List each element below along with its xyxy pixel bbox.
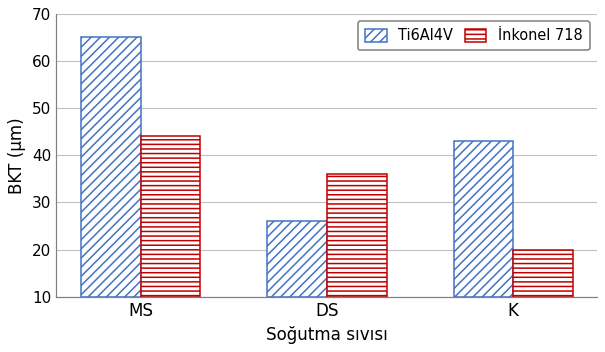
Bar: [81, 37, 140, 297]
Bar: [140, 136, 200, 297]
Bar: [267, 221, 327, 297]
Bar: [513, 250, 573, 297]
Legend: Ti6Al4V, İnkonel 718: Ti6Al4V, İnkonel 718: [358, 21, 590, 50]
Y-axis label: BKT (µm): BKT (µm): [8, 117, 25, 194]
Bar: [327, 174, 387, 297]
Bar: [454, 141, 513, 297]
X-axis label: Soğutma sıvısı: Soğutma sıvısı: [266, 326, 388, 344]
